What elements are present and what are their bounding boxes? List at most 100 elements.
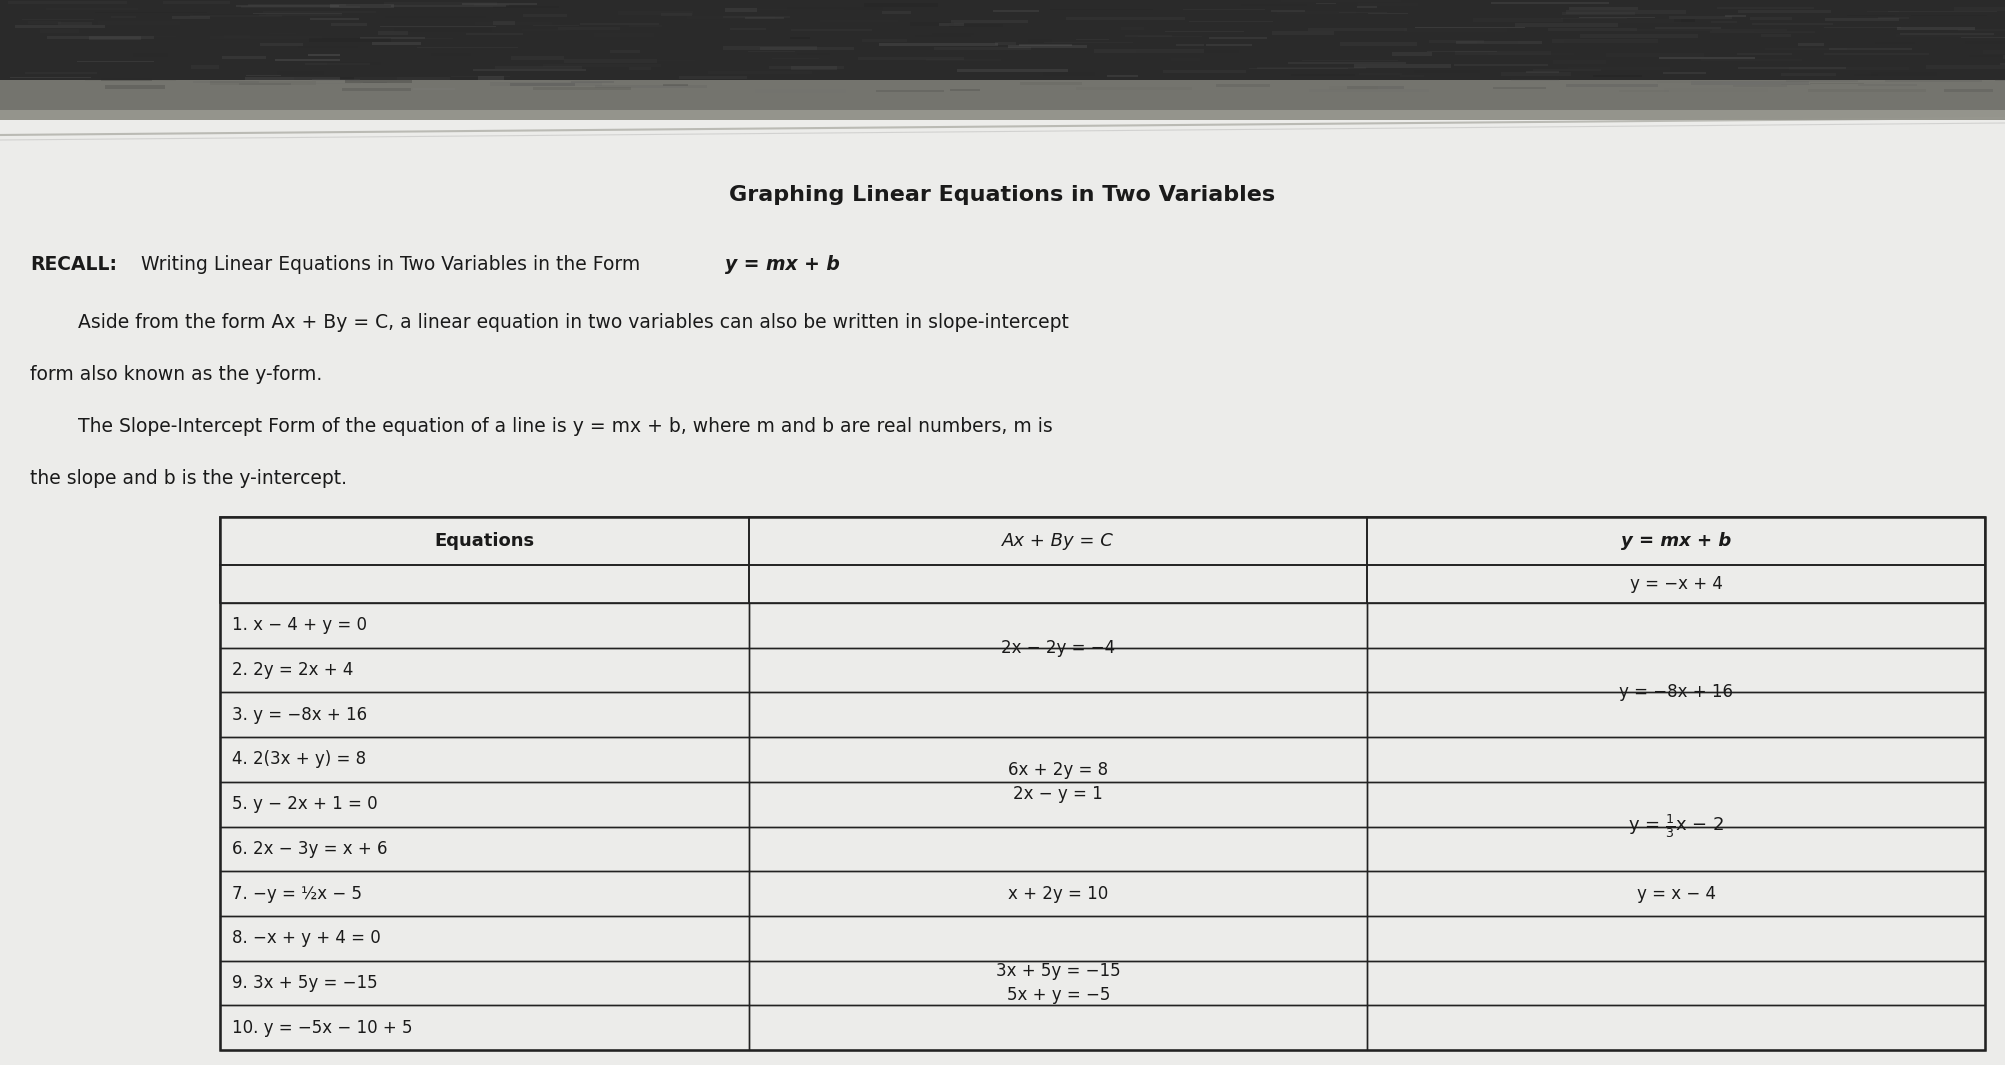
Bar (385, 2, 497, 4)
Bar (1760, 34, 1790, 37)
Bar (1897, 27, 1975, 30)
Bar (237, 5, 339, 6)
Bar (874, 69, 898, 72)
Bar (1494, 73, 1588, 76)
Bar (1171, 59, 1199, 61)
Bar (0, 0, 2005, 110)
Bar (1502, 72, 1570, 76)
Bar (241, 6, 359, 7)
Bar (1570, 19, 1682, 22)
Bar (345, 80, 411, 83)
Bar (1474, 18, 1564, 21)
Bar (1526, 70, 1560, 73)
Bar (1416, 28, 1526, 29)
Bar (190, 65, 219, 69)
Bar (221, 517, 1985, 1050)
Bar (1664, 87, 1768, 92)
Text: 2x − 2y = −4: 2x − 2y = −4 (1000, 639, 1115, 657)
Bar (1367, 916, 1985, 961)
Bar (1367, 517, 1985, 566)
Bar (1710, 21, 1736, 23)
Bar (1534, 68, 1602, 71)
Bar (994, 10, 1039, 12)
Text: Writing Linear Equations in Two Variables in the Form: Writing Linear Equations in Two Variable… (134, 256, 646, 275)
Bar (750, 603, 1367, 648)
Bar (1630, 29, 1730, 32)
Bar (750, 692, 1367, 737)
Bar (593, 33, 654, 36)
Text: 9. 3x + 5y = −15: 9. 3x + 5y = −15 (233, 974, 377, 992)
Bar (1712, 29, 1786, 32)
Text: Graphing Linear Equations in Two Variables: Graphing Linear Equations in Two Variabl… (730, 185, 1275, 204)
Bar (1359, 73, 1401, 76)
Bar (327, 62, 381, 65)
Bar (1829, 48, 1913, 50)
Bar (858, 58, 964, 61)
Bar (1654, 27, 1720, 29)
Bar (1552, 39, 1658, 43)
Bar (1660, 56, 1754, 59)
Bar (543, 64, 662, 67)
Bar (636, 86, 686, 88)
Text: RECALL:: RECALL: (30, 256, 116, 275)
Bar (1339, 43, 1418, 46)
Bar (958, 68, 1069, 71)
Bar (1183, 9, 1265, 10)
Bar (730, 29, 766, 30)
Text: form also known as the y-form.: form also known as the y-form. (30, 365, 323, 384)
Bar (750, 648, 1367, 692)
Bar (1189, 20, 1273, 21)
Bar (1702, 59, 1802, 62)
Bar (1911, 15, 1987, 16)
Bar (393, 28, 491, 32)
Bar (1716, 7, 1815, 9)
Bar (461, 3, 537, 5)
Bar (914, 35, 970, 37)
Text: y = $\frac{1}{3}$x $-$ 2: y = $\frac{1}{3}$x $-$ 2 (1628, 813, 1724, 840)
Bar (275, 59, 341, 61)
Bar (1367, 961, 1985, 1005)
Bar (938, 23, 964, 26)
Bar (1339, 12, 1387, 13)
Bar (1566, 84, 1658, 86)
Bar (84, 80, 176, 81)
Bar (451, 77, 511, 78)
Bar (473, 4, 509, 5)
Bar (1548, 28, 1636, 31)
Bar (1249, 67, 1347, 69)
Bar (910, 22, 954, 26)
Bar (1420, 16, 1476, 18)
Bar (772, 58, 818, 59)
Bar (750, 782, 1367, 826)
Bar (1825, 18, 1899, 21)
Bar (1859, 84, 1917, 86)
Bar (247, 75, 281, 77)
Bar (1847, 15, 1895, 16)
Bar (746, 17, 784, 19)
Bar (495, 66, 583, 69)
Bar (493, 6, 559, 9)
Bar (221, 961, 750, 1005)
Bar (190, 15, 283, 17)
Bar (134, 53, 168, 56)
Bar (876, 89, 944, 92)
Bar (1811, 83, 1863, 84)
Bar (1867, 11, 1899, 12)
Bar (1075, 87, 1193, 91)
Bar (40, 30, 80, 33)
Bar (307, 83, 361, 84)
Bar (1754, 31, 1827, 32)
Text: Equations: Equations (435, 532, 535, 550)
Text: x + 2y = 10: x + 2y = 10 (1009, 885, 1109, 902)
Bar (1953, 7, 2005, 11)
Bar (1367, 782, 1985, 826)
Bar (571, 81, 614, 83)
Bar (523, 14, 567, 17)
Bar (1752, 22, 1833, 26)
Bar (533, 24, 579, 26)
Bar (1871, 72, 1937, 76)
Text: the slope and b is the y-intercept.: the slope and b is the y-intercept. (30, 470, 347, 489)
Bar (1961, 37, 2005, 38)
Bar (221, 603, 750, 648)
Bar (467, 33, 523, 35)
